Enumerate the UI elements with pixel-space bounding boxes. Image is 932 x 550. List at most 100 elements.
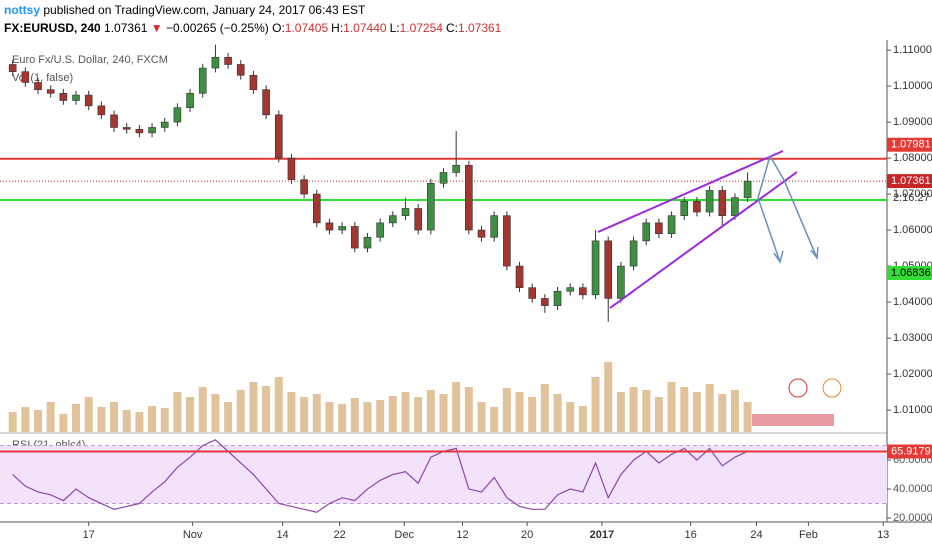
volume-bar	[211, 394, 220, 432]
volume-bar	[84, 397, 93, 432]
volume-bar	[173, 392, 182, 432]
arrow: ▼	[150, 21, 163, 35]
volume-bar	[426, 390, 435, 432]
chart-title: Euro Fx/U.S. Dollar, 240, FXCM	[12, 54, 168, 66]
x-tick-label: 24	[750, 529, 762, 541]
channel-upper	[597, 150, 784, 233]
candle-body	[629, 240, 638, 267]
candle-body	[84, 94, 93, 107]
x-tick-label: 16	[684, 529, 696, 541]
candle-body	[705, 190, 714, 213]
candle-body	[528, 287, 537, 299]
candle-body	[477, 229, 486, 238]
volume-bar	[629, 387, 638, 432]
price-pane	[0, 40, 887, 432]
y-tick-label: 1.09000	[893, 116, 932, 128]
candle-body	[338, 226, 346, 231]
volume-bar	[72, 404, 81, 432]
volume-bar	[236, 390, 245, 432]
symbol-line: FX:EURUSD, 240 1.07361 ▼ −0.00265 (−0.25…	[4, 21, 504, 35]
volume-bar	[34, 410, 43, 432]
candle-body	[642, 222, 651, 242]
ohlc-label: L:	[389, 21, 400, 35]
x-tick-label: 13	[877, 529, 889, 541]
change: −0.00265 (−0.25%)	[166, 21, 269, 35]
candle-body	[262, 89, 270, 116]
volume-bar	[376, 400, 385, 432]
candle-body	[148, 127, 156, 134]
y-tick-label: 1.10000	[893, 80, 932, 92]
candle-body	[249, 74, 258, 90]
candle-body	[465, 164, 473, 231]
published: published on TradingView.com, January 24…	[43, 3, 366, 17]
y-tick-label: 1.07000	[893, 188, 932, 200]
ohlc-value: 1.07440	[343, 21, 387, 35]
volume-bar	[388, 396, 397, 432]
level-label-box	[887, 137, 932, 152]
volume-bar	[274, 377, 283, 432]
volume-bar	[439, 394, 448, 432]
ohlc-value: 1.07405	[284, 21, 329, 35]
volume-bar	[8, 412, 17, 432]
publish-line: nottsy published on TradingView.com, Jan…	[4, 3, 365, 17]
rsi-last-label: 65.9179	[891, 445, 931, 457]
volume-bar	[553, 394, 562, 432]
candle-body	[503, 215, 511, 267]
candle-body	[287, 157, 296, 180]
volume-bar	[401, 392, 410, 432]
ohlc-label: H:	[331, 21, 344, 35]
y-tick-label: 1.02000	[893, 368, 932, 380]
y-tick-label: 1.03000	[893, 332, 932, 344]
candle-body	[21, 71, 30, 83]
x-tick-label: 22	[333, 529, 345, 541]
candle-body	[743, 180, 752, 198]
x-tick-label: 12	[456, 529, 468, 541]
volume-bar	[452, 382, 461, 432]
candle-body	[591, 240, 600, 296]
arrows	[757, 155, 819, 264]
author[interactable]: nottsy	[4, 3, 40, 17]
countdown: 2:16:27	[893, 192, 930, 204]
candle-body	[198, 67, 207, 94]
volume-bar	[135, 412, 144, 432]
candle-body	[135, 128, 144, 134]
candle-body	[110, 114, 118, 128]
volume-bar	[46, 402, 55, 432]
candle-body	[46, 89, 55, 94]
volume-bar	[515, 392, 524, 432]
ohlc-value: 1.07254	[399, 21, 443, 35]
last-price-label-box	[887, 174, 932, 189]
volume-bar	[122, 410, 131, 432]
candle-body	[72, 94, 80, 101]
candle-body	[376, 222, 384, 238]
volume-bar	[59, 414, 68, 432]
symbol: FX:EURUSD, 240	[4, 21, 101, 35]
candle-body	[731, 197, 739, 216]
volume-title: Vol (1, false)	[12, 72, 73, 84]
y-tick-label: 1.04000	[893, 296, 932, 308]
candle-body	[667, 215, 676, 234]
y-tick-label: 1.01000	[893, 404, 932, 416]
volume-bar	[578, 406, 587, 432]
chart: Euro Fx/U.S. Dollar, 240, FXCM Vol (1, f…	[0, 40, 932, 541]
y-tick-label: 1.06000	[893, 224, 932, 236]
volume-bar	[350, 398, 359, 432]
candle-body	[363, 236, 372, 249]
event-icon	[822, 378, 842, 398]
level-label: 1.06836	[891, 267, 931, 279]
channel-lower	[609, 171, 798, 309]
x-tick-label: Nov	[183, 529, 203, 541]
volume-bar	[198, 387, 207, 432]
candle-body	[389, 215, 397, 224]
candle-body	[312, 193, 321, 224]
price: 1.07361	[104, 21, 148, 35]
volume-bar	[287, 392, 296, 432]
event-strip	[752, 414, 834, 426]
volume-bar	[110, 402, 119, 432]
drawings	[597, 150, 842, 426]
arrow-path	[769, 155, 819, 261]
event-icons	[752, 378, 842, 426]
candle-body	[274, 114, 283, 159]
candle-body	[693, 200, 701, 213]
